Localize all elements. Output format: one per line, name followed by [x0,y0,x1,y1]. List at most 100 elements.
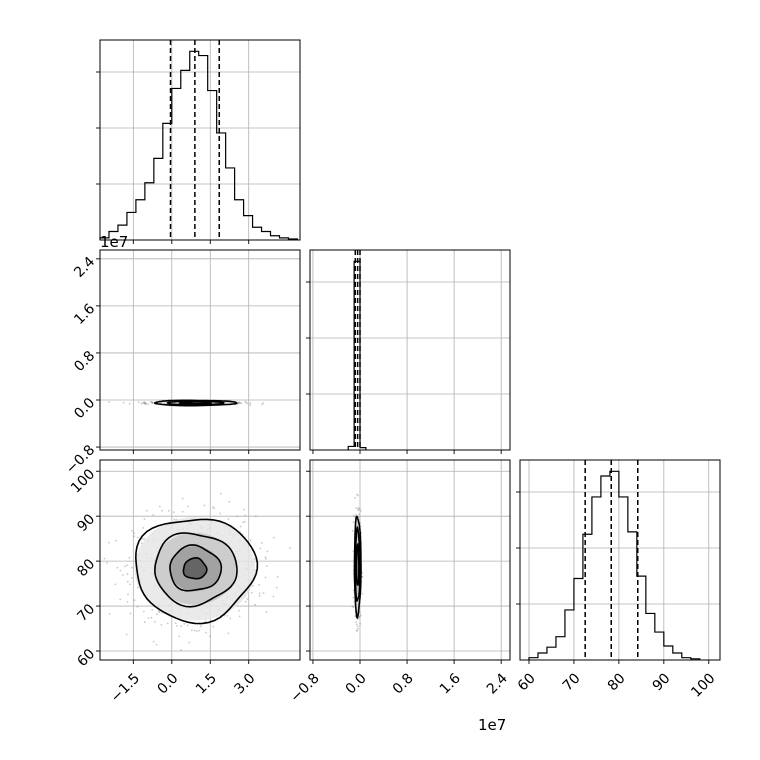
xtick-label-1-3: 1.6 [437,670,464,697]
scatter-point-2-1 [355,621,358,623]
xtick-label-0-2: 1.5 [193,670,220,697]
panel-2-2 [516,459,721,664]
scatter-point-1-0 [261,403,263,406]
scatter-point-2-0 [160,624,163,626]
scatter-point-2-0 [227,518,230,521]
scatter-point-2-1 [359,614,362,617]
scatter-point-2-0 [181,510,184,513]
scatter-point-2-1 [352,521,355,524]
xtick-label-0-1: 0.0 [154,670,181,697]
scatter-point-2-1 [358,513,361,516]
scatter-point-2-0 [133,532,136,534]
scatter-point-2-0 [178,635,181,638]
scatter-point-1-0 [238,401,241,404]
scatter-point-2-0 [275,586,278,589]
scatter-point-2-1 [361,592,364,595]
scatter-point-2-1 [352,550,355,553]
scatter-point-1-0 [245,401,248,404]
scatter-point-2-1 [351,530,354,532]
scatter-point-2-0 [143,610,145,613]
scatter-point-2-1 [357,507,360,509]
scatter-point-1-0 [143,402,146,405]
scatter-point-2-0 [119,569,122,572]
scatter-point-2-0 [229,617,232,620]
scatter-point-2-0 [151,609,154,611]
scatter-point-2-0 [143,621,146,624]
scatter-point-2-1 [356,509,359,512]
ytick-label-1-3: 1.6 [71,301,98,328]
scatter-point-2-0 [108,613,111,615]
xtick-label-1-2: 0.8 [390,670,417,697]
scatter-point-2-1 [359,622,362,625]
scatter-point-2-1 [355,623,358,626]
contour-2-1-2 [353,515,362,620]
scatter-point-2-0 [193,629,196,632]
scatter-point-2-0 [114,583,117,586]
frame-1-1 [309,249,511,451]
contour-2-0-3 [134,518,259,625]
scatter-point-2-0 [258,594,261,597]
scatter-point-2-0 [227,632,230,635]
scatter-point-2-0 [137,586,139,589]
scatter-point-2-0 [158,505,161,508]
scatter-point-2-0 [150,616,153,619]
scatter-point-2-1 [354,615,357,617]
xtick-label-2-3: 90 [650,670,674,694]
scatter-point-1-0 [246,402,249,405]
scatter-point-1-0 [237,401,240,404]
scatter-point-1-0 [249,402,252,405]
scatter-point-2-0 [155,643,158,646]
scatter-point-2-0 [264,576,267,579]
scatter-point-2-0 [204,620,207,623]
scatter-point-2-0 [128,556,131,559]
contour-1-0-1 [166,400,225,406]
scatter-point-2-1 [358,616,361,618]
scatter-point-2-0 [158,611,161,614]
ytick-label-2-1: 70 [74,601,98,625]
scatter-point-2-0 [250,591,253,594]
scatter-point-2-0 [180,649,183,651]
scatter-point-2-0 [125,633,128,636]
scatter-point-2-0 [186,624,189,627]
scatter-point-2-1 [358,615,361,618]
scatter-point-2-0 [209,635,212,638]
scatter-point-2-0 [265,611,268,614]
scatter-point-2-0 [276,576,279,578]
scatter-point-2-0 [195,630,198,633]
scatter-point-2-0 [244,514,247,517]
scatter-point-2-0 [265,565,268,568]
scatter-point-2-1 [361,575,364,578]
scatter-point-2-0 [242,521,245,524]
scatter-point-1-0 [137,401,140,403]
scatter-point-2-0 [258,584,261,586]
contour-2-0-1 [169,544,223,592]
scatter-point-2-1 [351,605,354,608]
scatter-point-2-1 [354,496,357,499]
scatter-point-2-0 [243,520,246,523]
scatter-point-1-0 [128,402,131,405]
xtick-label-0-3: 3.0 [231,670,258,697]
frame-2-0 [99,459,301,661]
scatter-point-2-0 [273,536,275,539]
scatter-point-1-0 [237,401,240,404]
scatter-point-2-0 [262,592,265,594]
scatter-point-2-0 [259,547,262,550]
scatter-point-2-0 [152,514,155,516]
offset-text-row1: 1e7 [100,233,128,251]
panel-2-1 [306,459,511,664]
panel-1-1 [306,249,511,454]
panel2d-1-0 [108,399,265,407]
scatter-point-2-0 [152,640,155,643]
scatter-point-2-0 [264,556,267,558]
scatter-point-2-0 [145,509,148,512]
scatter-point-2-0 [119,598,122,601]
scatter-point-2-0 [254,515,257,518]
scatter-point-2-0 [265,557,267,560]
scatter-point-2-0 [266,550,269,553]
xtick-label-2-2: 80 [605,670,629,694]
scatter-point-2-0 [226,615,229,617]
scatter-point-1-0 [244,400,247,403]
scatter-point-2-1 [352,606,355,609]
panel-0-0 [96,39,301,244]
scatter-point-2-0 [213,507,216,510]
